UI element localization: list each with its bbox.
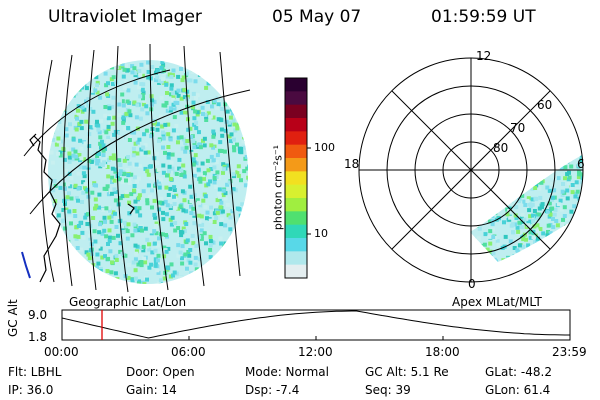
colorbar-band [285, 78, 307, 92]
filter-status: Flt: LBHL [8, 365, 62, 379]
colorbar-band [285, 171, 307, 186]
time-tick-2: 12:00 [298, 345, 333, 359]
colorbar-band [285, 144, 307, 159]
mlat-80-label: 80 [493, 141, 509, 155]
uv-earth-disk [48, 60, 248, 284]
mode-status: Mode: Normal [245, 365, 329, 379]
colorbar-band [285, 131, 307, 146]
mlt-12-label: 12 [476, 49, 492, 63]
colorbar-label-100: 100 [314, 141, 335, 154]
polar-plot [358, 57, 584, 283]
date-label: 05 May 07 [272, 7, 362, 27]
gc-alt-max: 9.0 [28, 308, 48, 322]
colorbar-band [285, 224, 307, 239]
colorbar-band [285, 158, 307, 172]
limb-edge [21, 251, 31, 279]
colorbar-band [285, 238, 307, 252]
mlat-60-label: 60 [537, 98, 553, 112]
colorbar-band [285, 118, 307, 132]
gc-alt-status: GC Alt: 5.1 Re [365, 365, 449, 379]
colorbar-frame [284, 77, 308, 279]
time-tick-4: 23:59 [552, 345, 587, 359]
geographic-grid [23, 43, 251, 293]
mlt-6-label: 6 [577, 157, 585, 171]
glon-status: GLon: 61.4 [485, 383, 551, 397]
gc-alt-min: 1.8 [28, 330, 48, 344]
colorbar-label-10: 10 [314, 227, 328, 240]
gc-alt-axis-label: GC Alt [6, 299, 20, 337]
ip-status: IP: 36.0 [8, 383, 54, 397]
colorbar-band [285, 198, 307, 212]
time-label: 01:59:59 UT [431, 7, 536, 27]
altitude-timeline [61, 309, 571, 341]
coastline [29, 133, 135, 283]
colorbar-band [285, 264, 307, 279]
door-status: Door: Open [126, 365, 195, 379]
colorbar-band [285, 104, 307, 119]
colorbar-unit-label: photon cm⁻²s⁻¹ [271, 144, 285, 231]
time-tick-1: 06:00 [171, 345, 206, 359]
dsp-status: Dsp: -7.4 [245, 383, 300, 397]
seq-status: Seq: 39 [365, 383, 411, 397]
gain-status: Gain: 14 [126, 383, 177, 397]
geographic-caption: Geographic Lat/Lon [69, 295, 187, 309]
glat-status: GLat: -48.2 [485, 365, 552, 379]
mlat-70-label: 70 [510, 121, 526, 135]
time-tick-0: 00:00 [44, 345, 79, 359]
mlt-0-label: 0 [468, 277, 476, 291]
colorbar-band [285, 91, 307, 106]
colorbar-band [285, 184, 307, 199]
instrument-title: Ultraviolet Imager [48, 7, 202, 27]
colorbar-band [285, 211, 307, 226]
colorbar [285, 78, 307, 279]
colorbar-band [285, 251, 307, 266]
apex-caption: Apex MLat/MLT [452, 295, 542, 309]
time-tick-3: 18:00 [425, 345, 460, 359]
mlt-18-label: 18 [344, 157, 360, 171]
